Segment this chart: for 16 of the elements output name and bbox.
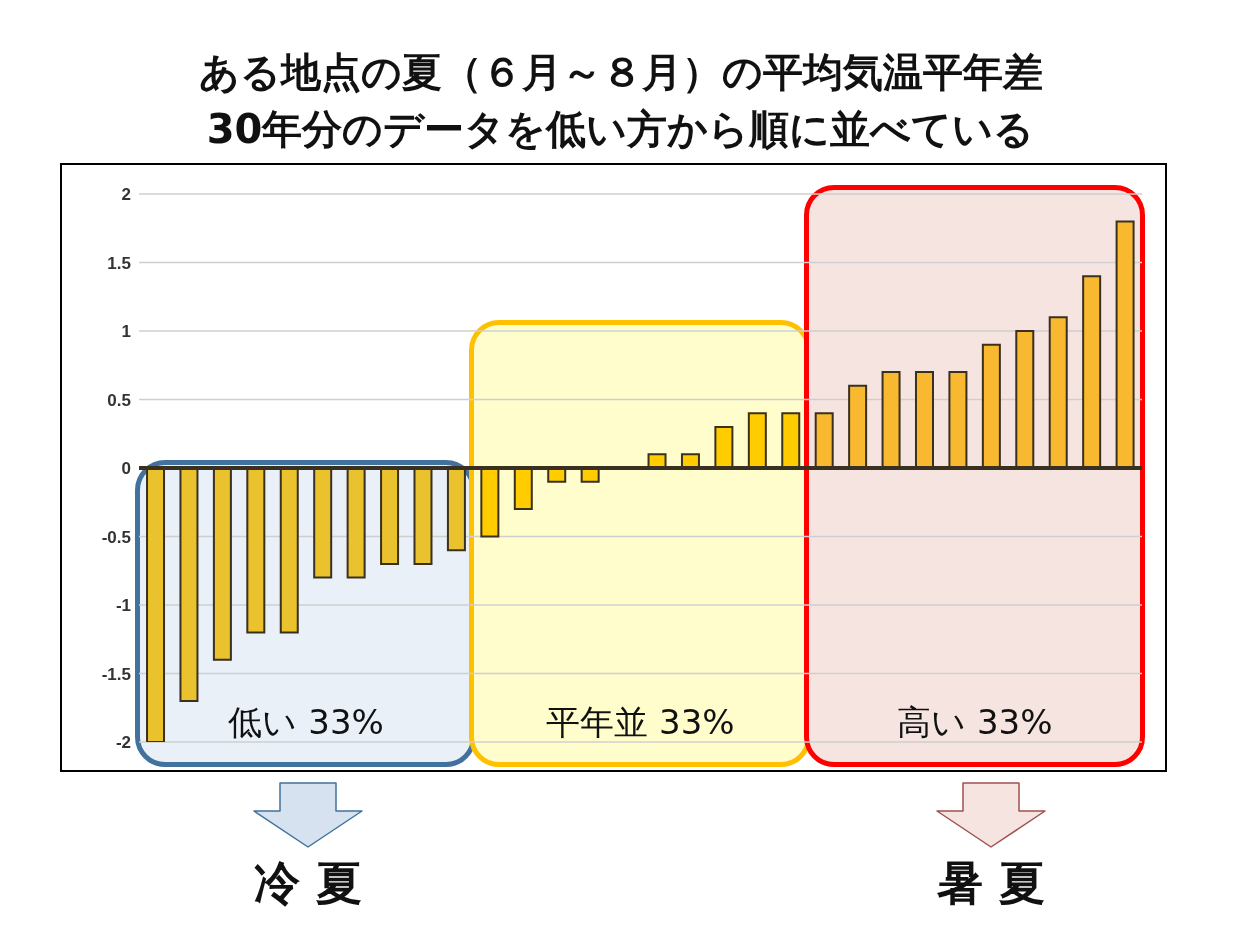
y-tick-label: -1 <box>115 596 131 616</box>
text: 冷 夏 <box>253 855 363 912</box>
annotation: 平年並 33% <box>545 701 736 744</box>
y-tick-label: -0.5 <box>101 527 131 547</box>
chart-title: ある地点の夏（６月～８月）の平均気温平年差 <box>197 48 1044 97</box>
annotation: 高い 33% <box>896 701 1054 744</box>
y-tick-label: -2 <box>115 733 131 753</box>
y-tick-label: -1.5 <box>101 664 131 684</box>
annotation: 低い 33% <box>227 701 385 744</box>
y-tick-label: 1 <box>121 322 131 342</box>
text: 暑 夏 <box>936 855 1046 912</box>
y-tick-label: 2 <box>121 185 131 205</box>
y-tick-label: 0 <box>121 459 131 479</box>
y-tick-label: 1.5 <box>107 253 131 273</box>
y-tick-label: 0.5 <box>107 390 131 410</box>
chart-subtitle: 30年分のデータを低い方から順に並べている <box>205 105 1036 154</box>
